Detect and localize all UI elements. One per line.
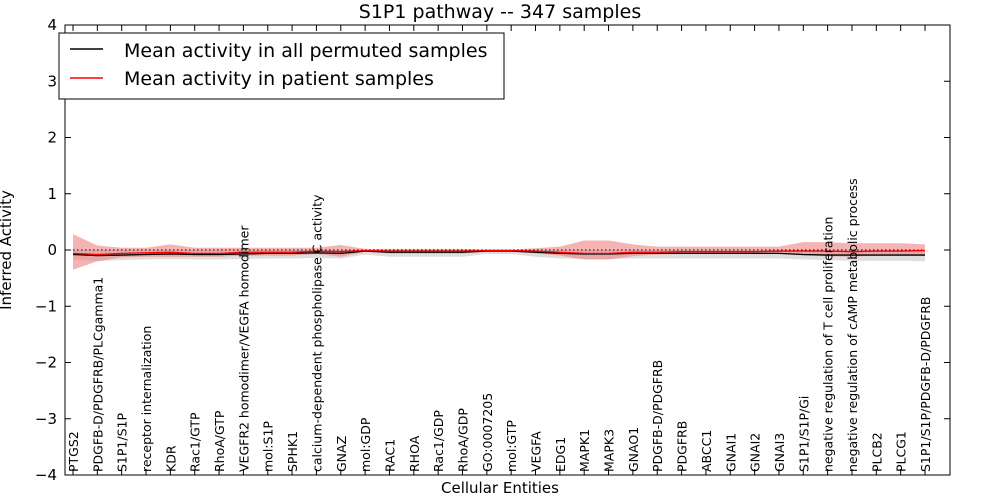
x-tick-label: S1P1/S1P: [115, 413, 130, 472]
x-tick-label: GNAI1: [723, 433, 738, 472]
y-tick-label: −4: [35, 466, 57, 484]
x-tick-label: Rac1/GDP: [431, 410, 446, 472]
legend-label-permuted: Mean activity in all permuted samples: [124, 40, 487, 62]
x-tick-label: GNAI3: [772, 433, 787, 472]
x-tick-label: RhoA/GDP: [455, 408, 470, 472]
x-tick-label: PLCB2: [869, 432, 884, 472]
x-tick-label: GNAZ: [334, 436, 349, 472]
x-tick-label: MAPK3: [602, 429, 617, 472]
y-tick-label: −3: [35, 410, 57, 428]
y-tick-label: 0: [47, 241, 57, 259]
x-tick-label: S1P1/S1P/Gi: [796, 396, 811, 472]
y-axis-label: Inferred Activity: [0, 190, 15, 310]
y-tick-label: 1: [47, 185, 57, 203]
x-axis-label: Cellular Entities: [441, 479, 559, 497]
y-tick-label: 3: [47, 72, 57, 90]
x-tick-label: mol:GTP: [504, 420, 519, 472]
x-tick-label: SPHK1: [285, 431, 300, 472]
x-tick-label: Rac1/GTP: [188, 412, 203, 472]
x-tick-label: MAPK1: [577, 429, 592, 472]
series-line-patient: [72, 249, 926, 256]
x-tick-label: ABCC1: [699, 430, 714, 472]
x-tick-label: PDGFB-D/PDGFRB: [650, 360, 665, 472]
y-tick-label: −2: [35, 354, 57, 372]
x-tick-label: PDGFRB: [675, 421, 690, 472]
x-tick-label: EDG1: [553, 437, 568, 472]
x-tick-label: negative regulation of T cell proliferat…: [821, 217, 836, 472]
x-tick-label: PTGS2: [66, 431, 81, 472]
x-tick-label: calcium-dependent phospholipase C activi…: [309, 194, 324, 472]
legend-box: [58, 32, 505, 100]
chart-title: S1P1 pathway -- 347 samples: [359, 1, 641, 23]
x-tick-label: mol:S1P: [261, 421, 276, 472]
x-tick-label: RHOA: [407, 435, 422, 472]
x-axis-ticks: PTGS2 PDGFB-D/PDGFRB/PLCgamma1 S1P1/S1P rec…: [66, 25, 933, 475]
legend: Mean activity in all permuted samples Me…: [58, 32, 505, 100]
y-tick-label: −1: [35, 297, 57, 315]
x-tick-label: GO:0007205: [480, 393, 495, 472]
confidence-bands: [73, 234, 925, 270]
y-tick-label: 2: [47, 129, 57, 147]
x-tick-label: GNAI2: [748, 433, 763, 472]
y-axis-ticks: 4 3 2 1 0 −1 −2 −3 −4: [35, 16, 950, 484]
x-tick-label: S1P1/S1P/PDGFB-D/PDGFRB: [918, 297, 933, 473]
x-tick-label: RAC1: [382, 439, 397, 472]
x-tick-label: RhoA/GTP: [212, 410, 227, 472]
x-tick-label: GNAO1: [626, 427, 641, 472]
y-tick-label: 4: [47, 16, 57, 34]
x-tick-label: negative regulation of cAMP metabolic pr…: [845, 178, 860, 472]
x-tick-label: mol:GDP: [358, 417, 373, 472]
legend-label-patient: Mean activity in patient samples: [124, 68, 434, 90]
x-tick-label: PDGFB-D/PDGFRB/PLCgamma1: [90, 277, 105, 472]
x-tick-label: PLCG1: [894, 431, 909, 472]
x-tick-label: receptor internalization: [139, 326, 154, 472]
x-tick-label: VEGFR2 homodimer/VEGFA homodimer: [236, 225, 251, 472]
series-lines: [72, 249, 926, 257]
x-tick-label: KDR: [163, 445, 178, 472]
x-tick-label: VEGFA: [529, 431, 544, 472]
